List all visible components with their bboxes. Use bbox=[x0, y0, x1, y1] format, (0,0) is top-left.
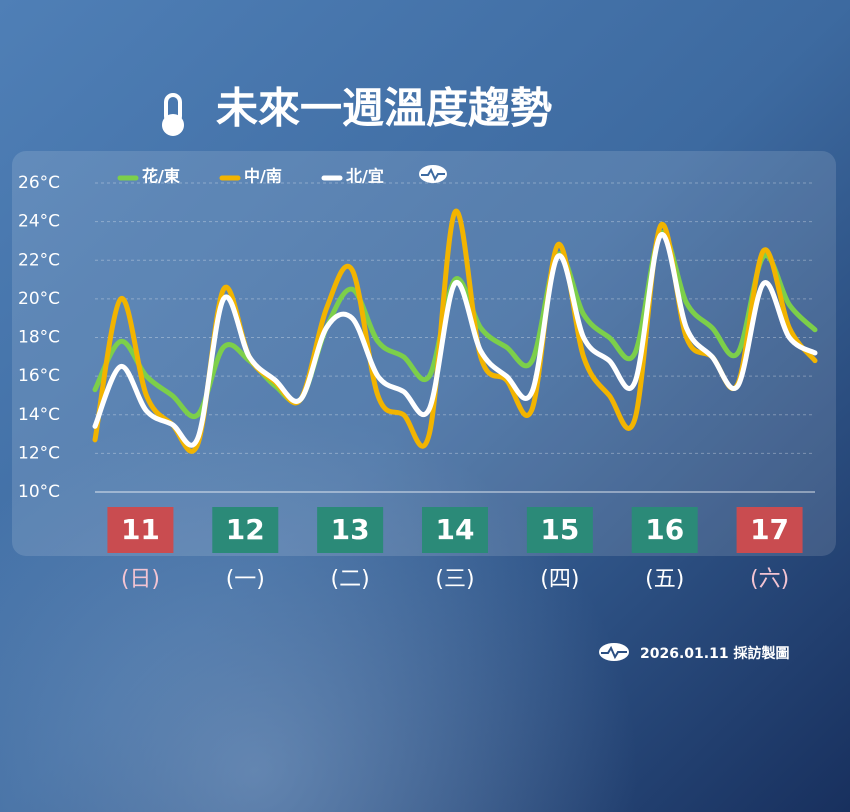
y-tick-label: 18°C bbox=[18, 328, 60, 348]
chart-title: 未來一週溫度趨勢 bbox=[216, 84, 552, 133]
day-box bbox=[107, 507, 174, 553]
legend-label: 北/宜 bbox=[346, 167, 384, 186]
day-weekday: (日) bbox=[121, 567, 160, 592]
y-tick-label: 14°C bbox=[18, 405, 60, 425]
day-box bbox=[317, 507, 384, 553]
day-date: 13 bbox=[331, 513, 370, 546]
day-date: 12 bbox=[226, 513, 265, 546]
day-date: 16 bbox=[645, 513, 684, 546]
day-date: 11 bbox=[121, 513, 160, 546]
day-weekday: (六) bbox=[750, 567, 789, 592]
series-line bbox=[92, 230, 818, 419]
day-date: 17 bbox=[750, 513, 789, 546]
legend-label: 中/南 bbox=[244, 167, 282, 186]
legend-label: 花/東 bbox=[142, 167, 180, 186]
day-weekday: (三) bbox=[435, 567, 474, 592]
y-tick-label: 16°C bbox=[18, 366, 60, 386]
thermometer-icon bbox=[162, 93, 184, 136]
day-box bbox=[631, 507, 698, 553]
y-tick-label: 10°C bbox=[18, 482, 60, 502]
credit: 2026.01.11 採訪製圖 bbox=[640, 645, 789, 662]
day-date: 14 bbox=[436, 513, 475, 546]
series-line bbox=[92, 232, 818, 448]
day-date: 15 bbox=[540, 513, 579, 546]
day-box bbox=[212, 507, 279, 553]
day-weekday: (一) bbox=[226, 567, 265, 592]
logo bbox=[599, 643, 629, 661]
day-box bbox=[422, 507, 488, 553]
y-tick-label: 12°C bbox=[18, 443, 60, 463]
day-box bbox=[526, 507, 593, 553]
y-tick-label: 24°C bbox=[18, 212, 60, 232]
logo bbox=[419, 165, 447, 183]
y-tick-label: 22°C bbox=[18, 250, 60, 270]
day-weekday: (二) bbox=[331, 567, 370, 592]
day-weekday: (四) bbox=[540, 567, 579, 592]
y-tick-label: 26°C bbox=[18, 173, 60, 193]
day-weekday: (五) bbox=[645, 567, 684, 592]
y-tick-label: 20°C bbox=[18, 289, 60, 309]
chart-panel bbox=[12, 151, 836, 556]
day-box bbox=[736, 507, 803, 553]
